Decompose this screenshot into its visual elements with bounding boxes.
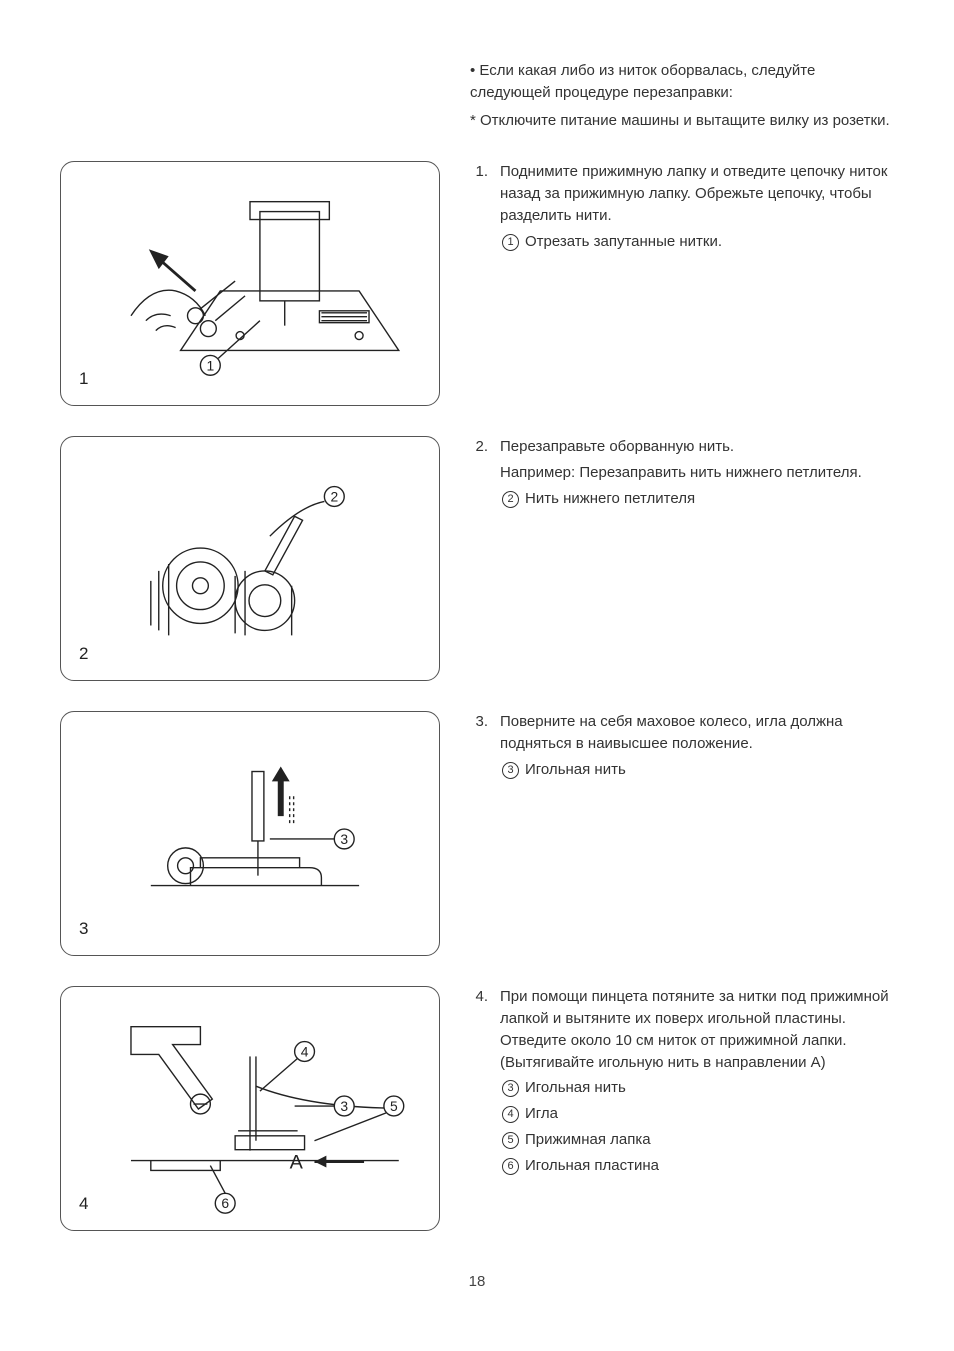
step-2-sub-1: 2Нить нижнего петлителя — [500, 488, 894, 510]
figure-1: 1 1 — [60, 161, 440, 406]
step-4-sub-3: 5Прижимная лапка — [500, 1129, 894, 1151]
svg-text:4: 4 — [301, 1044, 309, 1060]
step-1-sub-1: 1Отрезать запутанные нитки. — [500, 231, 894, 253]
step-2-text2: Например: Перезаправить нить нижнего пет… — [500, 462, 894, 484]
step-4-row: 4 3 5 6 A 4 4. При помощи пинцета потяни… — [60, 986, 894, 1231]
svg-text:6: 6 — [221, 1195, 229, 1211]
intro-block: Если какая либо из ниток оборвалась, сле… — [470, 60, 894, 131]
step-3-sub-1: 3Игольная нить — [500, 759, 894, 781]
svg-text:5: 5 — [390, 1098, 398, 1114]
step-1-text: Поднимите прижимную лапку и отведите цеп… — [500, 161, 894, 226]
step-1: 1. Поднимите прижимную лапку и отведите … — [470, 161, 894, 256]
step-4: 4. При помощи пинцета потяните за нитки … — [470, 986, 894, 1180]
page-number: 18 — [60, 1271, 894, 1293]
step-1-row: 1 1 1. Поднимите прижимную лапку и отвед… — [60, 161, 894, 406]
step-3-row: 3 3 3. Поверните на себя маховое колесо,… — [60, 711, 894, 956]
figure-3: 3 3 — [60, 711, 440, 956]
svg-text:A: A — [290, 1152, 304, 1174]
step-4-text: При помощи пинцета потяните за нитки под… — [500, 986, 894, 1073]
step-2-text: Перезаправьте оборванную нить. — [500, 436, 894, 458]
intro-bullet: Если какая либо из ниток оборвалась, сле… — [470, 60, 894, 104]
step-3-number: 3. — [470, 711, 488, 784]
step-2-number: 2. — [470, 436, 488, 513]
step-4-number: 4. — [470, 986, 488, 1180]
svg-text:3: 3 — [340, 831, 348, 847]
intro-star: Отключите питание машины и вытащите вилк… — [470, 110, 894, 132]
figure-4-num: 4 — [79, 1192, 88, 1217]
step-3-text: Поверните на себя маховое колесо, игла д… — [500, 711, 894, 755]
step-3: 3. Поверните на себя маховое колесо, игл… — [470, 711, 894, 784]
svg-text:1: 1 — [206, 358, 214, 374]
step-4-sub-2: 4Игла — [500, 1103, 894, 1125]
figure-2-num: 2 — [79, 642, 88, 667]
figure-2: 2 2 — [60, 436, 440, 681]
figure-1-num: 1 — [79, 367, 88, 392]
step-2: 2. Перезаправьте оборванную нить. Наприм… — [470, 436, 894, 513]
figure-3-num: 3 — [79, 917, 88, 942]
svg-text:3: 3 — [340, 1098, 348, 1114]
svg-text:2: 2 — [330, 489, 338, 505]
step-4-sub-4: 6Игольная пластина — [500, 1155, 894, 1177]
figure-4: 4 3 5 6 A 4 — [60, 986, 440, 1231]
step-2-row: 2 2 2. Перезаправьте оборванную нить. На… — [60, 436, 894, 681]
step-4-sub-1: 3Игольная нить — [500, 1077, 894, 1099]
step-1-number: 1. — [470, 161, 488, 256]
